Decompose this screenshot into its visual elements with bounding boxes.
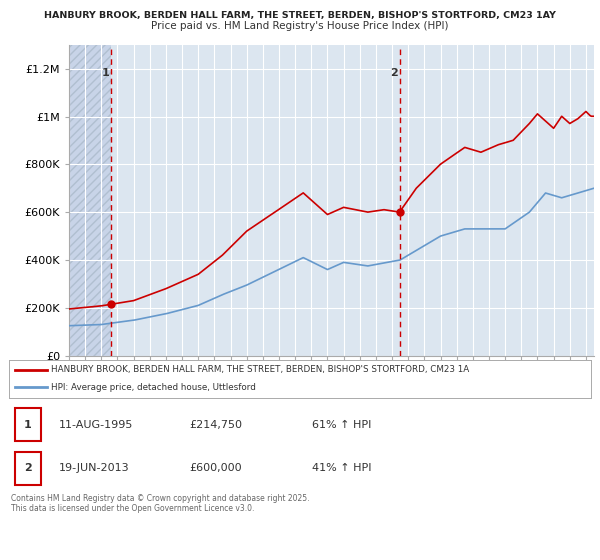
Text: Contains HM Land Registry data © Crown copyright and database right 2025.
This d: Contains HM Land Registry data © Crown c…	[11, 494, 310, 514]
Text: HPI: Average price, detached house, Uttlesford: HPI: Average price, detached house, Uttl…	[52, 383, 256, 392]
Text: 11-AUG-1995: 11-AUG-1995	[58, 419, 133, 430]
Text: 41% ↑ HPI: 41% ↑ HPI	[311, 463, 371, 473]
FancyBboxPatch shape	[14, 451, 41, 484]
Text: 19-JUN-2013: 19-JUN-2013	[58, 463, 129, 473]
Text: 1: 1	[24, 419, 31, 430]
Text: £600,000: £600,000	[190, 463, 242, 473]
Text: 2: 2	[390, 68, 398, 78]
Text: 1: 1	[102, 68, 110, 78]
Text: 2: 2	[24, 463, 31, 473]
Text: £214,750: £214,750	[190, 419, 242, 430]
Text: Price paid vs. HM Land Registry's House Price Index (HPI): Price paid vs. HM Land Registry's House …	[151, 21, 449, 31]
Bar	[69, 45, 111, 356]
Text: HANBURY BROOK, BERDEN HALL FARM, THE STREET, BERDEN, BISHOP'S STORTFORD, CM23 1A: HANBURY BROOK, BERDEN HALL FARM, THE STR…	[44, 11, 556, 20]
Text: 61% ↑ HPI: 61% ↑ HPI	[311, 419, 371, 430]
FancyBboxPatch shape	[14, 408, 41, 441]
Text: HANBURY BROOK, BERDEN HALL FARM, THE STREET, BERDEN, BISHOP'S STORTFORD, CM23 1A: HANBURY BROOK, BERDEN HALL FARM, THE STR…	[52, 365, 470, 374]
